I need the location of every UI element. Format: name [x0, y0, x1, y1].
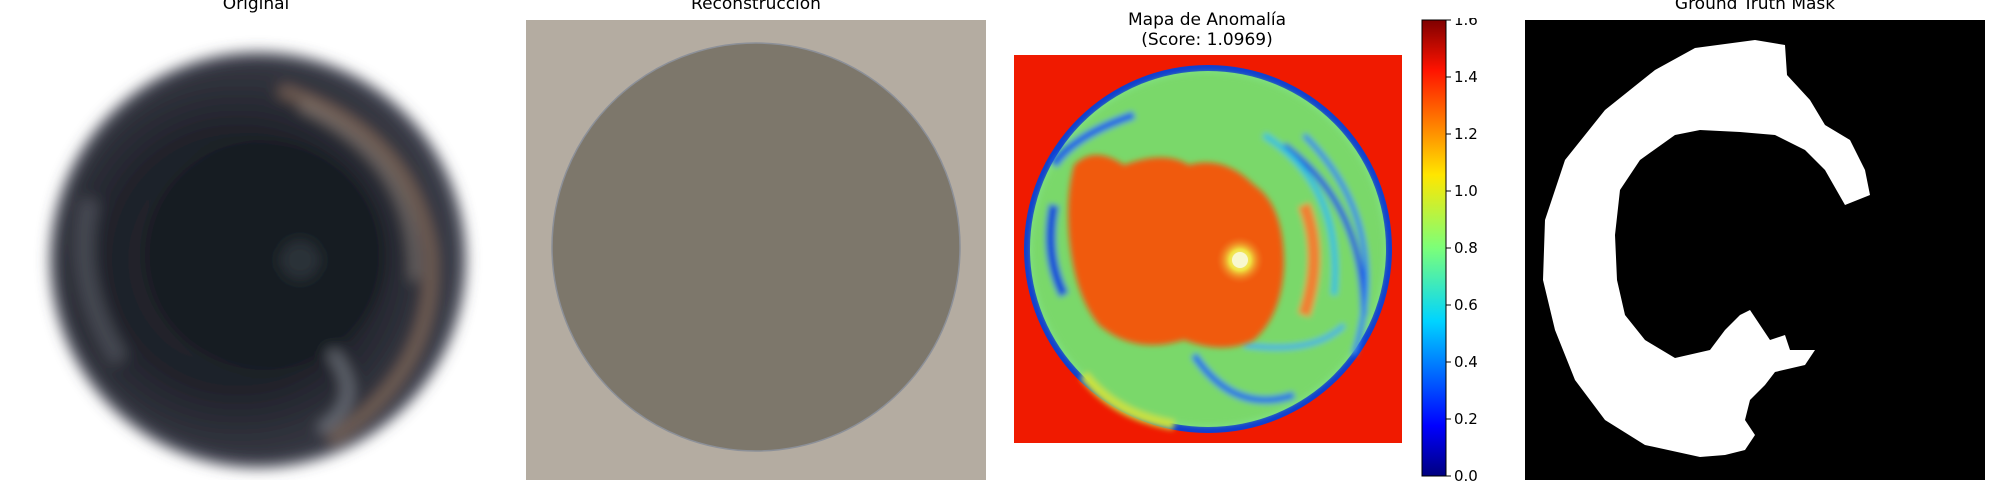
- colorbar-tick-label: 1.4: [1454, 68, 1478, 86]
- colorbar-ticks: 0.0 0.2 0.4 0.6 0.8 1.0 1.2 1.4 1.6: [1446, 18, 1478, 485]
- mask-title: Ground Truth Mask: [1674, 0, 1836, 14]
- colorbar-tick-label: 1.0: [1454, 182, 1478, 200]
- reconstruction-title: Reconstrucción: [691, 0, 821, 14]
- colorbar: 0.0 0.2 0.4 0.6 0.8 1.0 1.2 1.4 1.6: [1420, 18, 1490, 488]
- colorbar-gradient: [1421, 19, 1447, 477]
- anomaly-map-title-line2: (Score: 1.0969): [1141, 30, 1273, 50]
- anomaly-map-title-line1: Mapa de Anomalía: [1128, 10, 1286, 30]
- colorbar-tick-label: 0.0: [1454, 467, 1478, 485]
- colorbar-tick-label: 0.2: [1454, 410, 1478, 428]
- colorbar-tick-label: 1.6: [1454, 18, 1478, 29]
- original-title: Original: [222, 0, 290, 14]
- colorbar-tick-label: 0.6: [1454, 296, 1478, 314]
- colorbar-tick-label: 0.8: [1454, 239, 1478, 257]
- ground-truth-mask: [1525, 20, 1985, 480]
- reconstruction-image: [526, 20, 986, 480]
- original-image: [30, 20, 490, 480]
- anomaly-heatmap: [1014, 55, 1402, 443]
- anomaly-map-title: Mapa de Anomalía (Score: 1.0969): [1128, 10, 1286, 50]
- colorbar-tick-label: 1.2: [1454, 125, 1478, 143]
- colorbar-tick-label: 0.4: [1454, 353, 1478, 371]
